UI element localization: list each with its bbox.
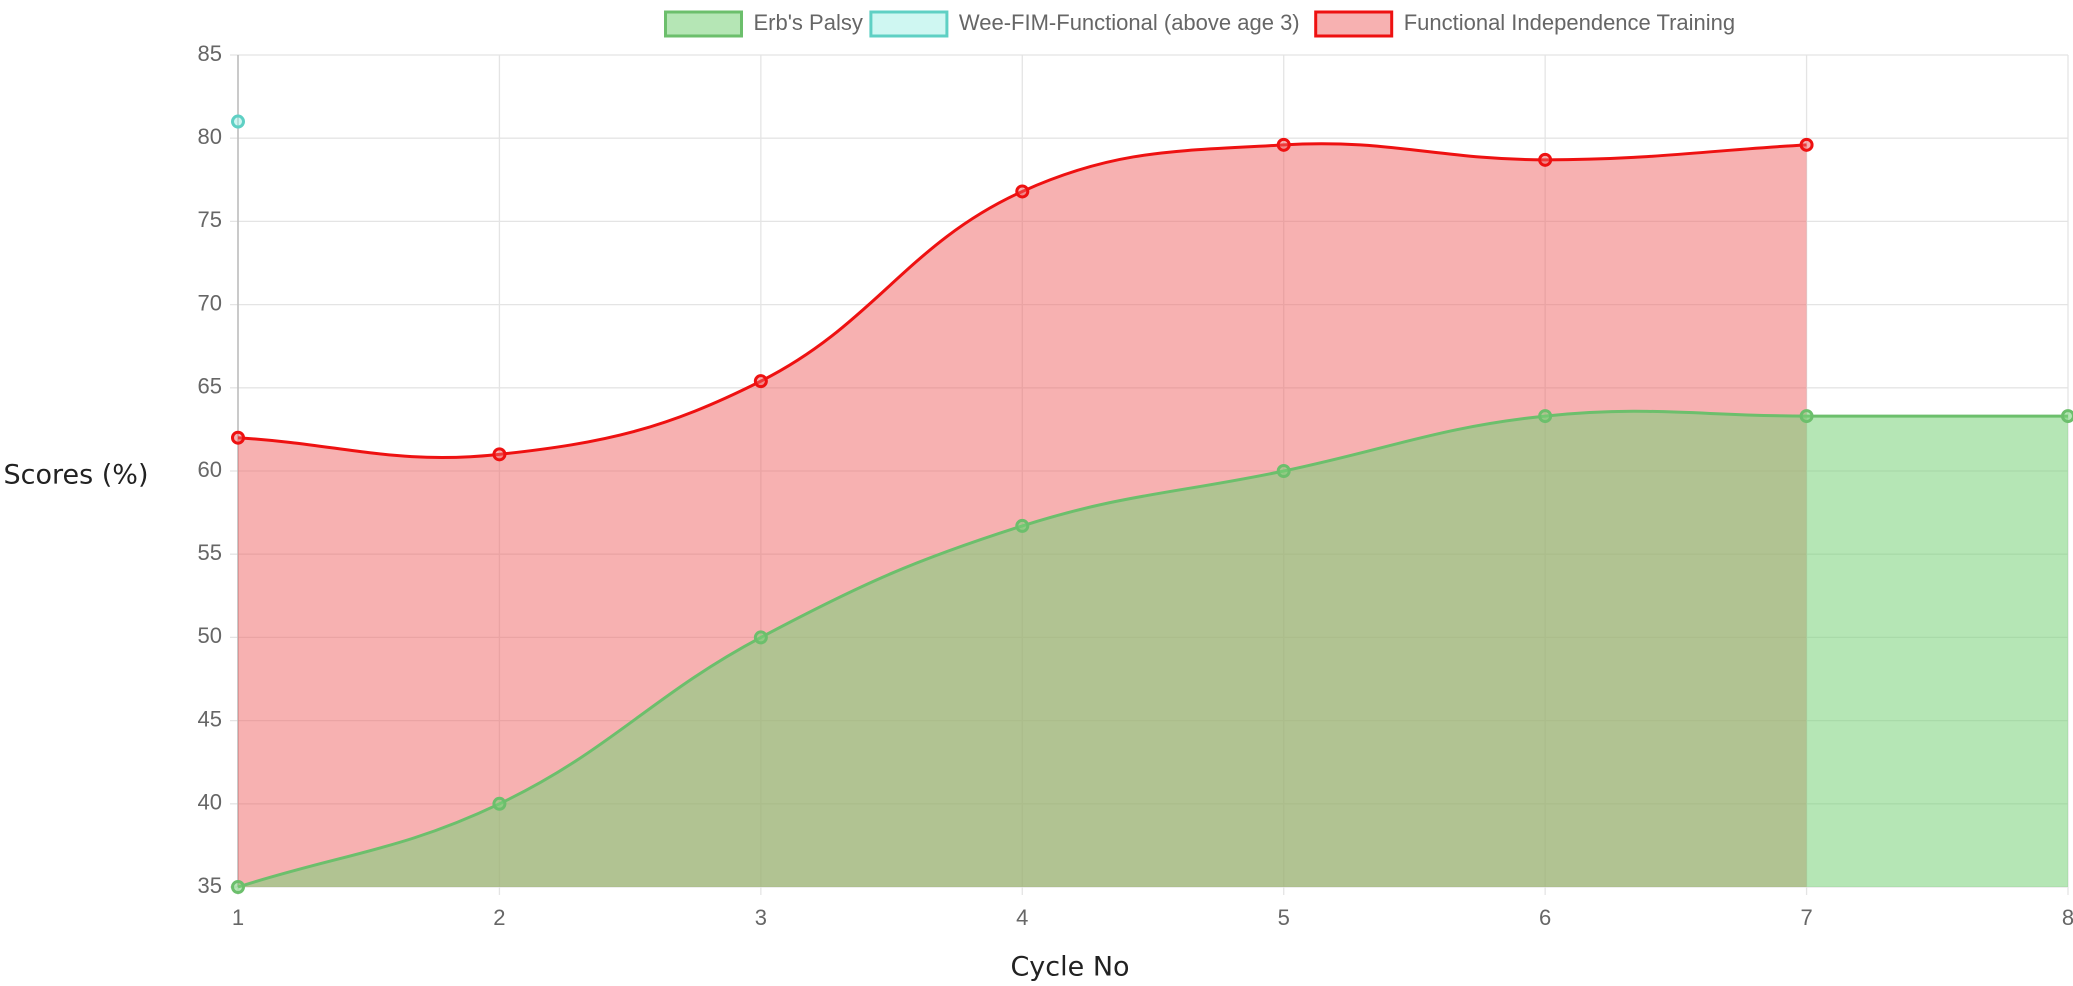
point (1017, 520, 1028, 531)
x-tick-label: 2 (493, 905, 505, 930)
y-tick-label: 45 (198, 706, 222, 731)
x-tick-label: 8 (2062, 905, 2073, 930)
y-axis-label: Scores (%) (4, 460, 149, 491)
point (755, 632, 766, 643)
point (1017, 186, 1028, 197)
point (1540, 411, 1551, 422)
point (233, 882, 244, 893)
legend-swatch (871, 12, 947, 36)
x-axis-label: Cycle No (1010, 952, 1129, 982)
y-tick-label: 35 (198, 873, 222, 898)
legend-label: Wee-FIM-Functional (above age 3) (959, 10, 1300, 35)
legend-swatch (666, 12, 742, 36)
y-tick-label: 40 (198, 790, 222, 815)
point (1540, 154, 1551, 165)
point (1801, 411, 1812, 422)
y-tick-label: 85 (198, 41, 222, 66)
y-tick-label: 70 (198, 290, 222, 315)
point (755, 376, 766, 387)
point (494, 798, 505, 809)
y-tick-label: 80 (198, 124, 222, 149)
x-tick-label: 3 (755, 905, 767, 930)
point (233, 116, 244, 127)
y-tick-label: 75 (198, 207, 222, 232)
point (233, 432, 244, 443)
x-tick-label: 4 (1016, 905, 1028, 930)
y-tick-label: 55 (198, 540, 222, 565)
legend-label: Functional Independence Training (1404, 10, 1735, 35)
x-tick-label: 5 (1278, 905, 1290, 930)
y-tick-label: 50 (198, 623, 222, 648)
y-tick-label: 60 (198, 457, 222, 482)
point (1278, 139, 1289, 150)
legend-label: Erb's Palsy (754, 10, 863, 35)
legend-swatch (1316, 12, 1392, 36)
point (2063, 411, 2073, 422)
x-tick-label: 7 (1800, 905, 1812, 930)
x-tick-label: 1 (232, 905, 244, 930)
point (1278, 466, 1289, 477)
point (1801, 139, 1812, 150)
x-tick-label: 6 (1539, 905, 1551, 930)
point (494, 449, 505, 460)
y-tick-label: 65 (198, 374, 222, 399)
